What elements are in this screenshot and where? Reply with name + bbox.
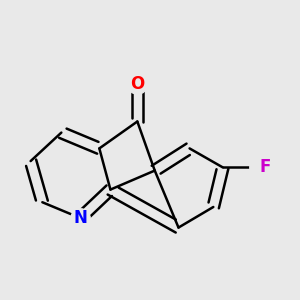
Text: N: N bbox=[74, 209, 87, 227]
Text: F: F bbox=[259, 158, 271, 176]
Text: O: O bbox=[130, 74, 145, 92]
